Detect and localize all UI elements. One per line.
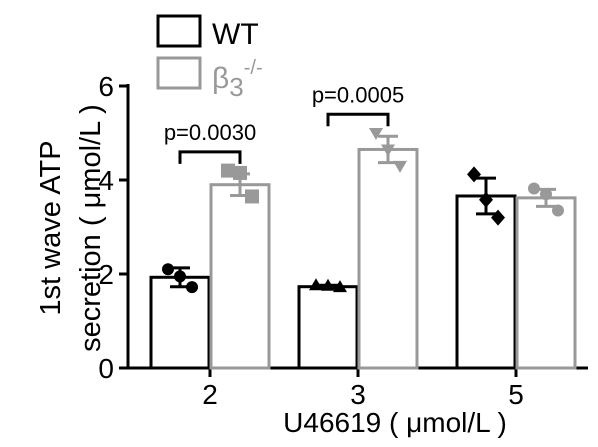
x-tick-label-1: 3 — [350, 379, 366, 410]
point-wt-2-2 — [186, 281, 198, 294]
legend: WT β3-/- — [156, 14, 263, 102]
x-tick-label-0: 2 — [202, 379, 218, 410]
bar-wt-3 — [297, 285, 359, 370]
point-wt-3-0 — [309, 278, 323, 291]
legend-label-beta3-base: β — [212, 62, 229, 95]
y-tick-label-2: 4 — [98, 165, 114, 196]
point-wt-5-0 — [467, 166, 481, 183]
legend-swatch-beta3 — [156, 56, 202, 90]
legend-label-beta3-sub: 3 — [229, 72, 243, 102]
point-wt-5-1 — [479, 191, 493, 208]
y-tick-label-0: 0 — [98, 353, 114, 384]
legend-label-beta3-sup: -/- — [244, 57, 263, 79]
point-wt-3-2 — [333, 280, 347, 293]
bar-beta3-2 — [209, 183, 271, 370]
point-wt-5-2 — [491, 209, 505, 226]
point-beta3-5-2 — [552, 204, 564, 217]
point-beta3-2-1 — [233, 165, 247, 180]
significance-label-0: p=0.0030 — [164, 120, 256, 145]
bar-beta3-3 — [357, 147, 419, 370]
significance-bracket-0 — [178, 150, 242, 164]
bar-wt-2 — [149, 275, 211, 370]
legend-swatch-wt — [156, 14, 202, 48]
point-beta3-2-2 — [245, 189, 259, 204]
point-wt-2-1 — [174, 270, 186, 283]
point-beta3-5-1 — [540, 188, 552, 201]
legend-label-wt: WT — [212, 18, 259, 51]
significance-bracket-1 — [326, 112, 390, 127]
x-axis-label: U46619 ( μmol/L ) — [283, 407, 507, 438]
significance-label-1: p=0.0005 — [312, 82, 404, 107]
x-tick-label-2: 5 — [508, 379, 524, 410]
y-tick-label-3: 6 — [98, 71, 114, 102]
point-beta3-2-0 — [221, 163, 235, 178]
plot-area: 0 2 4 6 2 3 5 p=0.0030 p=0.0005 — [98, 71, 588, 410]
y-axis-label-line1: 1st wave ATP — [35, 140, 67, 315]
bar-beta3-5 — [515, 196, 577, 370]
point-wt-3-1 — [321, 278, 335, 291]
point-beta3-3-0 — [369, 128, 383, 140]
point-beta3-5-0 — [528, 182, 540, 195]
point-wt-2-0 — [162, 263, 174, 276]
y-tick-label-1: 2 — [98, 259, 114, 290]
bar-wt-5 — [455, 194, 517, 370]
point-beta3-3-1 — [381, 144, 395, 157]
y-axis-label-line2: secretion ( μmol/L ) — [75, 104, 107, 352]
point-beta3-3-2 — [393, 160, 407, 173]
legend-label-beta3: β3-/- — [212, 57, 263, 102]
